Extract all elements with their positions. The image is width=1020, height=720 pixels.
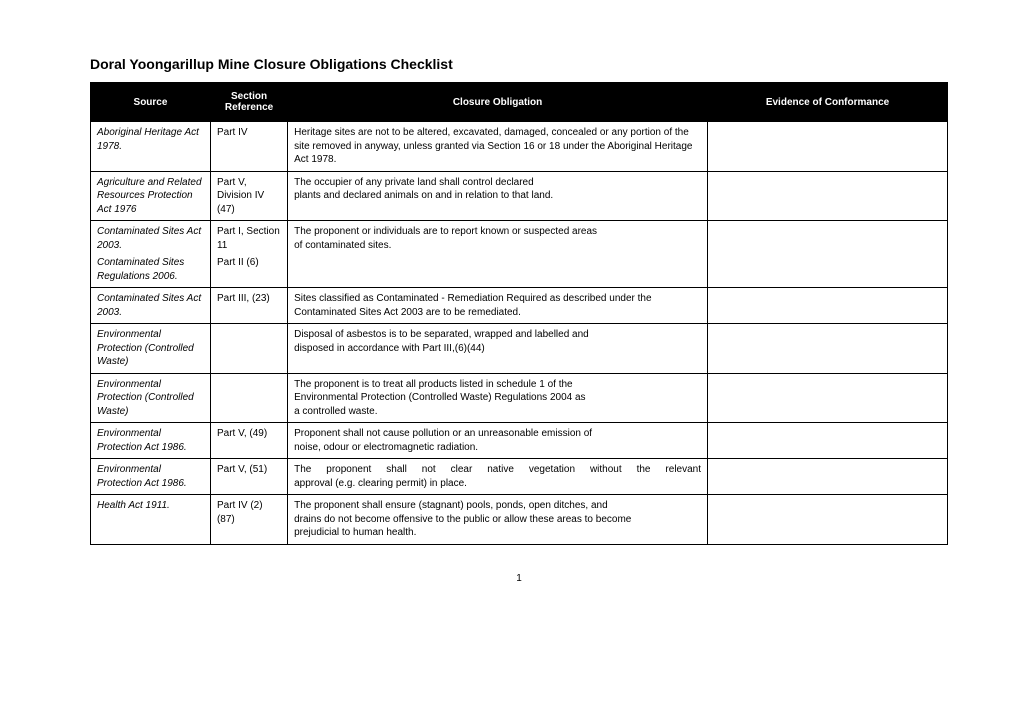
cell-section-ref (210, 373, 287, 423)
cell-section-ref: Part V, Division IV (47) (210, 171, 287, 221)
cell-section-ref: Part I, Section 11Part II (6) (210, 221, 287, 288)
cell-obligation: The occupier of any private land shall c… (288, 171, 708, 221)
cell-obligation: Disposal of asbestos is to be separated,… (288, 324, 708, 374)
cell-obligation: Sites classified as Contaminated - Remed… (288, 288, 708, 324)
col-section-ref: Section Reference (210, 83, 287, 122)
cell-evidence (708, 122, 948, 172)
cell-evidence (708, 324, 948, 374)
page-title: Doral Yoongarillup Mine Closure Obligati… (90, 56, 948, 72)
cell-source: Health Act 1911. (91, 495, 211, 545)
cell-evidence (708, 221, 948, 288)
cell-obligation: The proponent shall not clear native veg… (288, 459, 708, 495)
cell-source: Contaminated Sites Act 2003.Contaminated… (91, 221, 211, 288)
cell-section-ref: Part V, (51) (210, 459, 287, 495)
table-row: Aboriginal Heritage Act 1978.Part IVHeri… (91, 122, 948, 172)
cell-source: Aboriginal Heritage Act 1978. (91, 122, 211, 172)
obligations-table: Source Section Reference Closure Obligat… (90, 82, 948, 545)
cell-section-ref: Part III, (23) (210, 288, 287, 324)
cell-source: Agriculture and Related Resources Protec… (91, 171, 211, 221)
table-row: Environmental Protection Act 1986.Part V… (91, 459, 948, 495)
cell-evidence (708, 423, 948, 459)
cell-evidence (708, 171, 948, 221)
cell-obligation: Proponent shall not cause pollution or a… (288, 423, 708, 459)
cell-section-ref: Part V, (49) (210, 423, 287, 459)
col-source: Source (91, 83, 211, 122)
cell-obligation: Heritage sites are not to be altered, ex… (288, 122, 708, 172)
cell-evidence (708, 495, 948, 545)
cell-evidence (708, 288, 948, 324)
cell-source: Environmental Protection Act 1986. (91, 459, 211, 495)
cell-evidence (708, 459, 948, 495)
table-row: Agriculture and Related Resources Protec… (91, 171, 948, 221)
cell-section-ref (210, 324, 287, 374)
cell-source: Environmental Protection (Controlled Was… (91, 373, 211, 423)
table-row: Environmental Protection (Controlled Was… (91, 373, 948, 423)
cell-section-ref: Part IV (2) (87) (210, 495, 287, 545)
table-row: Environmental Protection (Controlled Was… (91, 324, 948, 374)
cell-obligation: The proponent or individuals are to repo… (288, 221, 708, 288)
cell-obligation: The proponent shall ensure (stagnant) po… (288, 495, 708, 545)
table-header-row: Source Section Reference Closure Obligat… (91, 83, 948, 122)
page-number: 1 (90, 573, 948, 584)
cell-source: Environmental Protection Act 1986. (91, 423, 211, 459)
table-row: Health Act 1911.Part IV (2) (87)The prop… (91, 495, 948, 545)
cell-source: Environmental Protection (Controlled Was… (91, 324, 211, 374)
table-row: Contaminated Sites Act 2003.Part III, (2… (91, 288, 948, 324)
cell-obligation: The proponent is to treat all products l… (288, 373, 708, 423)
table-row: Environmental Protection Act 1986.Part V… (91, 423, 948, 459)
cell-evidence (708, 373, 948, 423)
cell-source: Contaminated Sites Act 2003. (91, 288, 211, 324)
col-obligation: Closure Obligation (288, 83, 708, 122)
table-row: Contaminated Sites Act 2003.Contaminated… (91, 221, 948, 288)
col-evidence: Evidence of Conformance (708, 83, 948, 122)
cell-section-ref: Part IV (210, 122, 287, 172)
